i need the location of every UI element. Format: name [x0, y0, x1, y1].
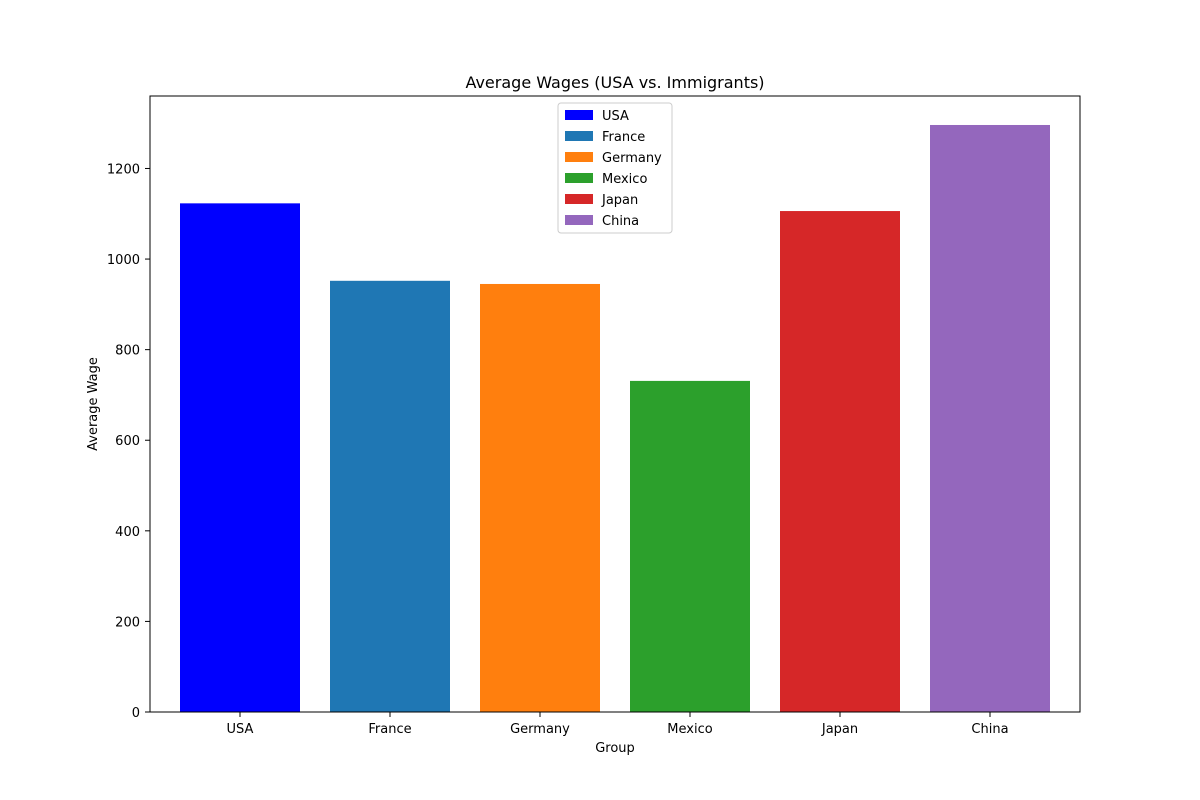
- plot-frame: [149, 95, 1081, 713]
- y-tick-label: 1000: [107, 253, 140, 268]
- x-tick-label: France: [368, 722, 411, 737]
- legend: USA France Germany Mexico Japan China: [557, 102, 673, 234]
- x-tick-label: USA: [227, 722, 254, 737]
- y-tick-label: 200: [115, 615, 140, 630]
- y-axis-ticks: 0 200 400 600 800 1000 1200: [107, 162, 150, 721]
- legend-swatch-usa: [565, 110, 593, 120]
- x-axis-ticks: USA France Germany Mexico Japan China: [227, 712, 1009, 737]
- x-tick-label: Japan: [821, 722, 858, 737]
- legend-swatch-china: [565, 215, 593, 225]
- legend-swatch-germany: [565, 152, 593, 162]
- y-tick-label: 600: [115, 434, 140, 449]
- legend-label-japan: Japan: [601, 193, 638, 208]
- bar-germany: [480, 283, 600, 712]
- legend-swatch-france: [565, 131, 593, 141]
- legend-swatch-mexico: [565, 173, 593, 183]
- y-tick-label: 0: [132, 706, 140, 721]
- legend-label-germany: Germany: [602, 151, 662, 166]
- legend-label-china: China: [602, 214, 639, 229]
- legend-label-usa: USA: [602, 109, 629, 124]
- bar-usa: [180, 203, 300, 713]
- bar-mexico: [630, 380, 750, 712]
- y-tick-label: 400: [115, 525, 140, 540]
- y-axis-label: Average Wage: [86, 357, 101, 451]
- legend-label-france: France: [602, 130, 645, 145]
- chart-title: Average Wages (USA vs. Immigrants): [465, 73, 764, 92]
- bar-china: [930, 124, 1050, 713]
- x-axis-label: Group: [595, 741, 635, 756]
- legend-label-mexico: Mexico: [602, 172, 647, 187]
- x-tick-label: Mexico: [667, 722, 712, 737]
- bars-group: [180, 124, 1050, 713]
- legend-swatch-japan: [565, 194, 593, 204]
- y-tick-label: 800: [115, 344, 140, 359]
- bar-japan: [780, 211, 900, 712]
- bar-france: [330, 280, 450, 712]
- x-tick-label: Germany: [510, 722, 570, 737]
- y-tick-label: 1200: [107, 162, 140, 177]
- x-tick-label: China: [971, 722, 1008, 737]
